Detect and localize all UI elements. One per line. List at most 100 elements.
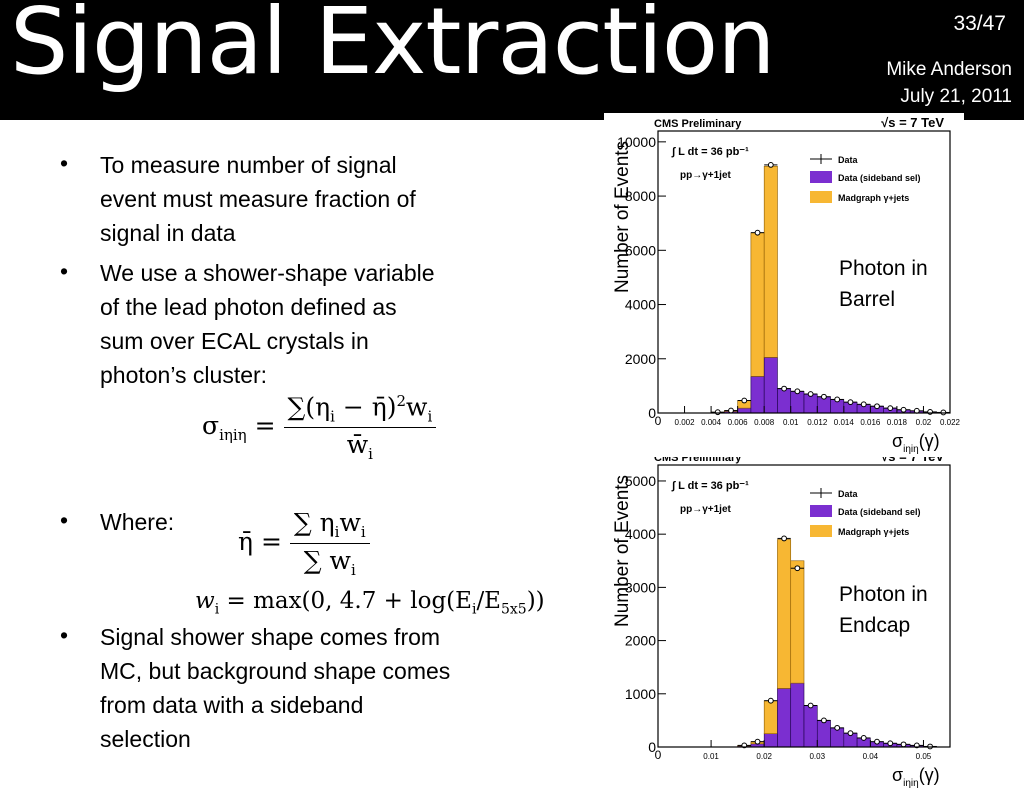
slide-header: Signal Extraction 33/47 Mike Anderson Ju… [0, 0, 1024, 120]
data-point [821, 393, 827, 400]
x-tick-label: 0.018 [887, 418, 908, 427]
x-axis-label-symbol: σ [892, 765, 903, 785]
slide-page-number: 33/47 [953, 12, 1006, 35]
x-tick-label: 0.01 [703, 752, 719, 761]
data-point [781, 385, 787, 392]
data-point [767, 161, 774, 168]
x-tick-label: 0.01 [783, 418, 799, 427]
eq-fraction: ∑(ηi − η̄)2wi w̄i [283, 392, 437, 463]
data-point [887, 405, 894, 412]
y-tick-label: 10000 [617, 134, 656, 150]
energy-label: √s = 7 TeV [881, 457, 944, 464]
x-tick-label: 0 [655, 748, 662, 762]
y-tick-label: 4000 [625, 297, 656, 313]
x-tick-label: 0.016 [860, 418, 881, 427]
eq-denominator: w̄i [343, 428, 377, 463]
photon-endcap-annotation: Photon in Endcap [839, 579, 928, 641]
bullet-marker: • [60, 258, 69, 284]
sideband-bar [763, 357, 778, 414]
bullet-4-line: selection [100, 726, 191, 752]
data-point [860, 735, 867, 741]
eq-part: − η̄) [334, 392, 397, 422]
author-name: Mike Anderson [886, 59, 1012, 80]
etabar-equation: η̄ = ∑ ηiwi ∑ wi [238, 508, 370, 579]
data-point [741, 397, 748, 404]
legend-sideband-label: Data (sideband sel) [838, 507, 921, 517]
data-point [794, 565, 801, 572]
eq-symbol: σ [202, 411, 220, 441]
eq-numerator: ∑ ηiwi [289, 508, 370, 544]
eq-fraction: ∑ ηiwi ∑ wi [289, 508, 370, 579]
photon-barrel-annotation: Photon in Barrel [839, 253, 928, 315]
data-point [767, 697, 774, 704]
data-point [781, 535, 787, 542]
eq-denominator: ∑ wi [300, 544, 360, 579]
data-point [887, 740, 894, 747]
y-tick-label: 0 [648, 739, 656, 755]
y-tick-label: 2000 [625, 351, 656, 367]
barrel-plot: 0 2000 4000 6000 8000 10000 0 0.002 0.004 0.006 0.… [604, 113, 964, 457]
bullet-2-line: of the lead photon defined as [100, 294, 397, 320]
data-point [874, 738, 880, 745]
bullet-4-line: from data with a sideband [100, 692, 364, 718]
plot-frame [657, 464, 951, 748]
sideband-bar [816, 720, 831, 748]
endcap-plot: 0 1000 2000 3000 4000 5000 0 0.01 0.02 0.03 0.04 0.… [604, 457, 964, 791]
eq-subscript: i [360, 523, 366, 541]
talk-date: July 21, 2011 [900, 86, 1012, 107]
energy-label: √s = 7 TeV [881, 115, 944, 130]
data-point [834, 396, 841, 403]
eq-subscript: i [330, 407, 335, 426]
eq-part: = max(0, 4.7 + log(E [219, 588, 472, 614]
x-tick-label: 0 [655, 414, 662, 428]
madgraph-bar [777, 539, 792, 689]
bullet-2-line: photon’s cluster: [100, 362, 268, 388]
bullet-marker: • [60, 150, 69, 176]
eq-superscript: 2 [396, 392, 407, 410]
eq-symbol: w [195, 588, 215, 614]
eq-subscript: i [334, 523, 340, 541]
eq-part: ∑(η [287, 392, 331, 422]
eq-subscript: i [368, 445, 373, 464]
chart-svg: 0 2000 4000 6000 8000 10000 0 0.002 0.004 0.006 0.… [612, 115, 961, 455]
legend-madgraph-swatch [810, 525, 832, 537]
luminosity-label: ∫ L dt = 36 pb⁻¹ [671, 146, 749, 158]
y-tick-label: 2000 [625, 633, 656, 649]
x-tick-label: 0.014 [834, 418, 855, 427]
bullet-2-line: sum over ECAL crystals in [100, 328, 369, 354]
bullet-4-line: MC, but background shape comes [100, 658, 451, 684]
eq-subscript: i [350, 561, 356, 579]
data-point [874, 403, 880, 410]
y-tick-label: 8000 [625, 188, 656, 204]
legend-sideband-swatch [810, 505, 832, 517]
sideband-bar [737, 407, 752, 414]
chart-svg: 0 1000 2000 3000 4000 5000 0 0.01 0.02 0.03 0.04 0.… [612, 457, 951, 789]
bullet-4-line: Signal shower shape comes from [100, 624, 441, 650]
bullet-marker: • [60, 622, 69, 648]
data-point [754, 229, 761, 236]
x-tick-label: 0.008 [754, 418, 775, 427]
data-point [860, 401, 867, 408]
annotation-line: Endcap [839, 614, 911, 637]
data-point [821, 717, 827, 724]
bullet-1-line: To measure number of signal [100, 152, 397, 178]
x-tick-label: 0.03 [809, 752, 825, 761]
weight-equation: wi = max(0, 4.7 + log(Ei/E5x5)) [195, 588, 545, 618]
eq-part: w̄ [346, 430, 369, 460]
plot-frame [657, 130, 951, 414]
madgraph-bar [763, 165, 778, 358]
madgraph-bar [790, 560, 805, 684]
x-axis-label-subscript: iηiη [903, 778, 919, 789]
slide-author-block: Mike Anderson July 21, 2011 [886, 56, 1012, 110]
process-label: pp→γ+1jet [680, 170, 732, 181]
data-point [847, 730, 854, 737]
data-point [900, 406, 907, 413]
annotation-line: Photon in [839, 257, 928, 280]
eq-symbol: η̄ [238, 527, 253, 556]
sideband-bar [790, 682, 805, 748]
cms-preliminary-label: CMS Preliminary [654, 118, 742, 130]
legend-madgraph-swatch [810, 191, 832, 203]
x-axis-label-argument: (γ) [919, 765, 940, 785]
sideband-bar [777, 688, 792, 748]
data-point [714, 409, 721, 416]
